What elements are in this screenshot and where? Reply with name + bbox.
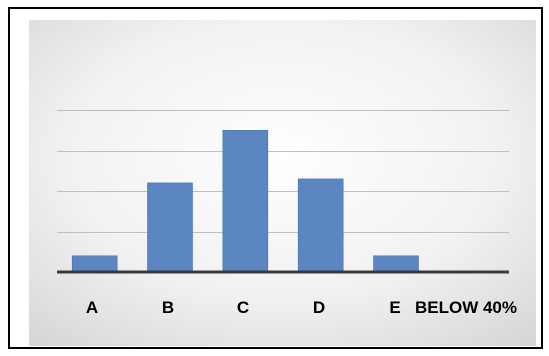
x-axis-tick-labels: A B C D E BELOW 40%	[86, 298, 517, 317]
chart-area-background	[29, 20, 536, 346]
x-tick-label-a: A	[86, 298, 98, 317]
x-tick-label-c: C	[237, 298, 249, 317]
x-tick-label-d: D	[313, 298, 325, 317]
x-tick-label-below-40: BELOW 40%	[415, 298, 517, 317]
x-tick-label-e: E	[389, 298, 400, 317]
bar-d	[297, 178, 344, 273]
bar-a	[71, 255, 118, 273]
x-tick-label-b: B	[162, 298, 174, 317]
bar-c	[222, 130, 269, 273]
gridlines	[57, 110, 509, 233]
bar-e	[373, 255, 419, 273]
bar-b	[147, 182, 193, 273]
